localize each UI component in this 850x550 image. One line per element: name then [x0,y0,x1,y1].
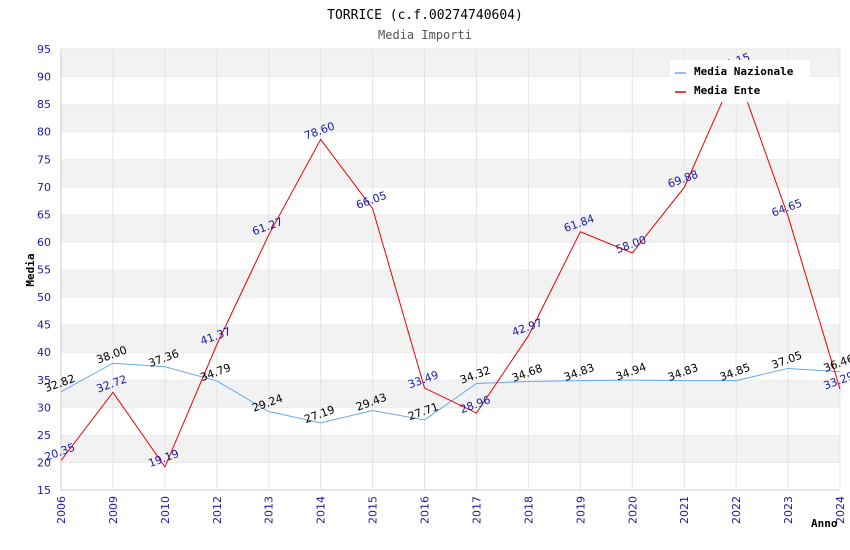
x-tick-label: 2023 [782,496,795,524]
y-axis: 15 20 25 30 35 40 45 50 55 60 65 70 75 80 85 90 95 [37,43,62,497]
y-tick-label: 20 [37,456,51,469]
grid-band [61,131,840,160]
x-axis-label: Anno [811,517,838,530]
x-tick-label: 2017 [470,496,483,524]
x-tick-label: 2021 [678,496,691,524]
x-tick-label: 2018 [522,496,535,524]
grid-band [61,104,840,132]
y-tick-label: 75 [37,153,51,166]
grid-band [61,214,840,242]
x-tick-label: 2009 [107,496,120,524]
legend: Media Nazionale Media Ente [670,60,810,102]
y-tick-label: 60 [37,236,51,249]
y-tick-label: 80 [37,126,51,139]
series-line-nazionale [60,362,841,424]
y-tick-label: 45 [37,319,51,332]
x-tick-label: 2010 [159,496,172,524]
y-tick-label: 50 [37,291,51,304]
y-tick-label: 90 [37,71,51,84]
grid-band [61,462,840,490]
y-tick-label: 40 [37,346,51,359]
legend-label-ente: Media Ente [694,84,761,97]
y-tick-label: 55 [37,264,51,277]
grid-band [61,269,840,298]
grid-band [61,186,840,215]
series-line-ente [60,68,841,468]
x-tick-label: 2020 [626,496,639,524]
y-tick-label: 15 [37,484,51,497]
x-axis: 2006 2009 2010 2012 2013 2014 2015 2016 2017 2018… [55,489,847,524]
x-tick-label: 2019 [574,496,587,524]
grid-band [61,407,840,435]
y-tick-label: 30 [37,401,51,414]
y-axis-label: Media [24,253,37,286]
x-tick-label: 2016 [419,496,432,524]
grid-bands [60,48,841,490]
x-tick-label: 2006 [55,496,68,524]
legend-box [670,60,810,102]
grid-band [61,324,840,353]
y-tick-label: 25 [37,429,51,442]
chart-title: TORRICE (c.f.00274740604) [327,8,523,23]
y-tick-label: 85 [37,98,51,111]
grid-band [61,297,840,325]
x-tick-label: 2013 [263,496,276,524]
grid-band [61,241,840,270]
x-tick-label: 2022 [730,496,743,524]
x-tick-label: 2014 [315,496,328,524]
x-tick-label: 2015 [367,496,380,524]
grid-band [61,159,840,187]
y-tick-label: 35 [37,374,51,387]
y-tick-label: 70 [37,181,51,194]
chart-subtitle: Media Importi [378,28,472,42]
grid-band [61,379,840,408]
x-tick-label: 2024 [834,496,847,524]
legend-label-nazionale: Media Nazionale [694,65,794,78]
grid-band [61,352,840,380]
y-tick-label: 95 [37,43,51,56]
y-tick-label: 65 [37,208,51,221]
grid-band [61,434,840,463]
x-tick-label: 2012 [211,496,224,524]
